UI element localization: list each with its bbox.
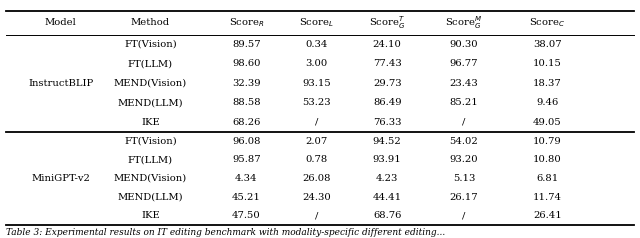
Text: 6.81: 6.81	[536, 174, 558, 183]
Text: Model: Model	[45, 18, 77, 27]
Text: IKE: IKE	[141, 211, 160, 220]
Text: /: /	[315, 118, 319, 127]
Text: MEND(LLM): MEND(LLM)	[118, 98, 183, 107]
Text: 9.46: 9.46	[536, 98, 558, 107]
Text: 93.20: 93.20	[450, 155, 478, 164]
Text: 24.30: 24.30	[303, 193, 331, 202]
Text: FT(Vision): FT(Vision)	[124, 137, 177, 146]
Text: FT(LLM): FT(LLM)	[128, 155, 173, 164]
Text: /: /	[462, 118, 466, 127]
Text: 93.91: 93.91	[373, 155, 401, 164]
Text: 86.49: 86.49	[373, 98, 401, 107]
Text: 38.07: 38.07	[533, 40, 561, 49]
Text: MiniGPT-v2: MiniGPT-v2	[31, 174, 90, 183]
Text: 2.07: 2.07	[306, 137, 328, 146]
Text: 94.52: 94.52	[373, 137, 401, 146]
Text: Table 3: Experimental results on IT editing benchmark with modality-specific dif: Table 3: Experimental results on IT edit…	[6, 228, 445, 237]
Text: Score$_C$: Score$_C$	[529, 16, 565, 29]
Text: InstructBLIP: InstructBLIP	[28, 79, 93, 88]
Text: /: /	[462, 211, 466, 220]
Text: 26.08: 26.08	[303, 174, 331, 183]
Text: Score$_R$: Score$_R$	[228, 16, 264, 29]
Text: 5.13: 5.13	[453, 174, 475, 183]
Text: 45.21: 45.21	[232, 193, 261, 202]
Text: 29.73: 29.73	[373, 79, 401, 88]
Text: MEND(Vision): MEND(Vision)	[114, 174, 187, 183]
Text: /: /	[315, 211, 319, 220]
Text: FT(Vision): FT(Vision)	[124, 40, 177, 49]
Text: 0.78: 0.78	[306, 155, 328, 164]
Text: 18.37: 18.37	[533, 79, 561, 88]
Text: Score$_L$: Score$_L$	[300, 16, 334, 29]
Text: 49.05: 49.05	[533, 118, 561, 127]
Text: 24.10: 24.10	[372, 40, 402, 49]
Text: 32.39: 32.39	[232, 79, 260, 88]
Text: 10.15: 10.15	[532, 59, 562, 68]
Text: 95.87: 95.87	[232, 155, 260, 164]
Text: 4.34: 4.34	[235, 174, 258, 183]
Text: 3.00: 3.00	[306, 59, 328, 68]
Text: 10.80: 10.80	[533, 155, 561, 164]
Text: 68.26: 68.26	[232, 118, 260, 127]
Text: IKE: IKE	[141, 118, 160, 127]
Text: 26.17: 26.17	[450, 193, 478, 202]
Text: 77.43: 77.43	[373, 59, 401, 68]
Text: 89.57: 89.57	[232, 40, 260, 49]
Text: 11.74: 11.74	[532, 193, 562, 202]
Text: 68.76: 68.76	[373, 211, 401, 220]
Text: 47.50: 47.50	[232, 211, 260, 220]
Text: MEND(LLM): MEND(LLM)	[118, 193, 183, 202]
Text: 26.41: 26.41	[533, 211, 561, 220]
Text: 93.15: 93.15	[303, 79, 331, 88]
Text: 90.30: 90.30	[450, 40, 478, 49]
Text: 0.34: 0.34	[306, 40, 328, 49]
Text: 85.21: 85.21	[450, 98, 478, 107]
Text: 96.77: 96.77	[450, 59, 478, 68]
Text: 54.02: 54.02	[450, 137, 478, 146]
Text: 53.23: 53.23	[303, 98, 331, 107]
Text: FT(LLM): FT(LLM)	[128, 59, 173, 68]
Text: 76.33: 76.33	[373, 118, 401, 127]
Text: Score$^T_G$: Score$^T_G$	[369, 14, 405, 31]
Text: 96.08: 96.08	[232, 137, 260, 146]
Text: MEND(Vision): MEND(Vision)	[114, 79, 187, 88]
Text: 98.60: 98.60	[232, 59, 260, 68]
Text: 10.79: 10.79	[533, 137, 561, 146]
Text: 4.23: 4.23	[376, 174, 398, 183]
Text: 44.41: 44.41	[372, 193, 402, 202]
Text: Score$^M_G$: Score$^M_G$	[445, 14, 483, 31]
Text: 23.43: 23.43	[450, 79, 478, 88]
Text: Method: Method	[131, 18, 170, 27]
Text: 88.58: 88.58	[232, 98, 260, 107]
